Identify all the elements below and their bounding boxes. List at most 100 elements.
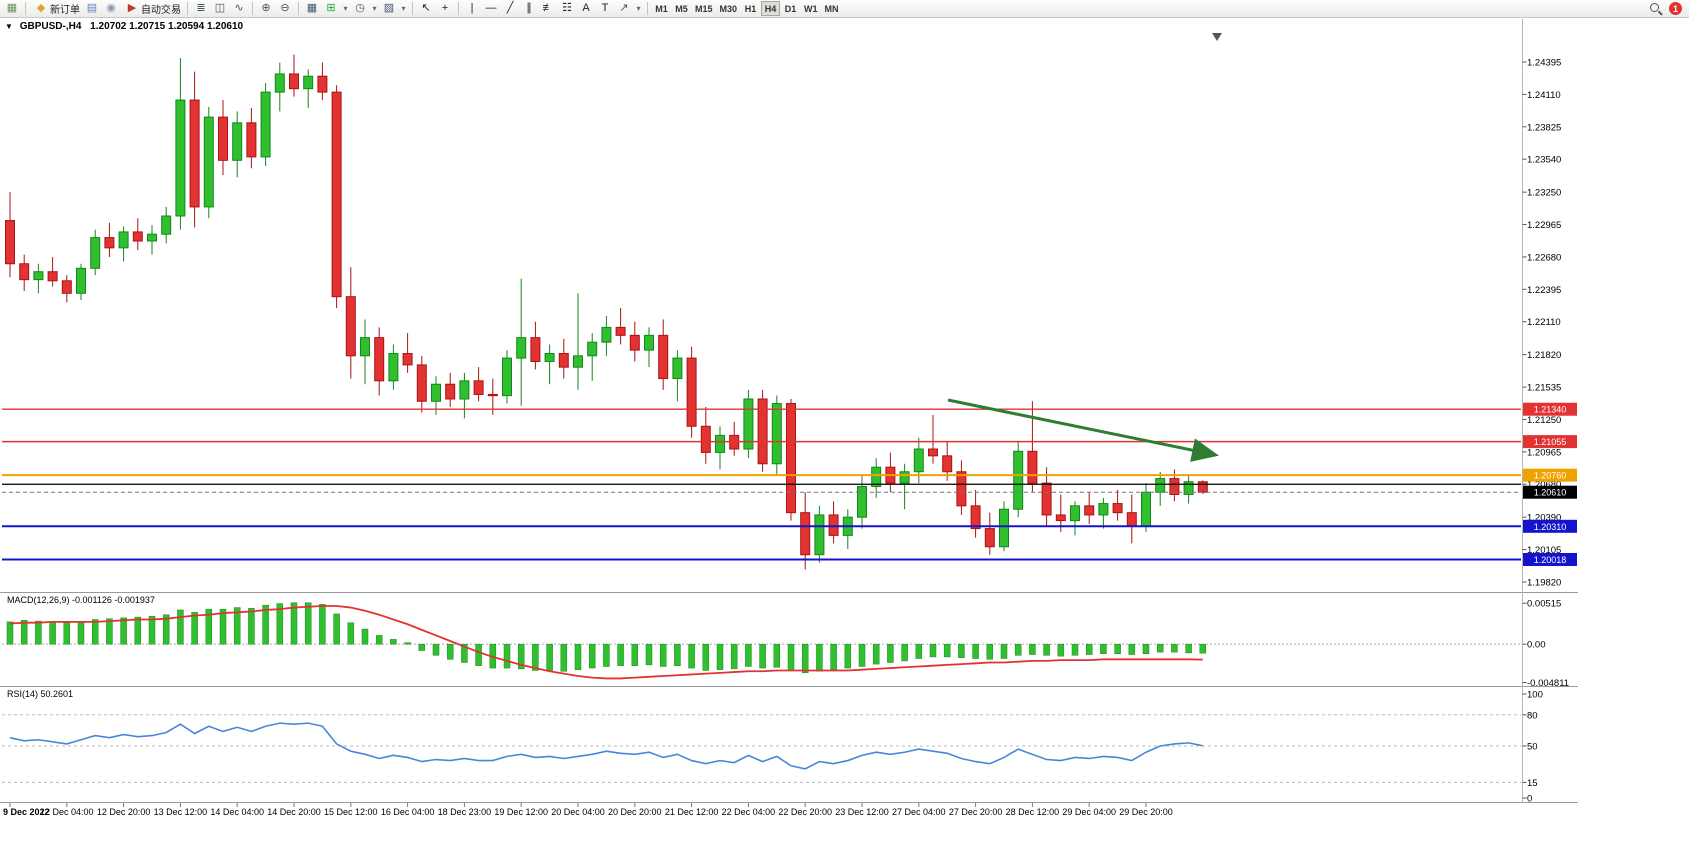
cursor-icon[interactable]: ↖ <box>421 2 431 14</box>
dropdown-caret-icon[interactable]: ▾ <box>343 4 348 13</box>
svg-text:1.21250: 1.21250 <box>1527 415 1561 426</box>
candlestick-chart-icon[interactable]: ◫ <box>214 2 226 14</box>
dropdown-caret-icon[interactable]: ▾ <box>372 4 377 13</box>
price-axis-badge <box>1523 468 1577 482</box>
arrow-tools-icon[interactable]: ↗ <box>619 2 629 14</box>
svg-text:1.21055: 1.21055 <box>1534 437 1567 447</box>
svg-text:13 Dec 12:00: 13 Dec 12:00 <box>154 807 208 817</box>
timeframe-w1-button[interactable]: W1 <box>801 1 821 16</box>
text-icon[interactable]: A <box>582 2 590 14</box>
vline-icon[interactable]: | <box>470 2 474 14</box>
zoom-out-icon[interactable]: ⊖ <box>280 2 290 14</box>
bar-chart-icon[interactable]: ≣ <box>196 2 206 14</box>
chart-symbol-period: GBPUSD-,H4 <box>19 21 82 32</box>
svg-text:0.00: 0.00 <box>1527 640 1546 651</box>
svg-text:1.24110: 1.24110 <box>1527 90 1561 101</box>
timeframe-m15-button[interactable]: M15 <box>692 1 716 16</box>
autotrading-icon: ▶ <box>127 2 137 14</box>
svg-text:14 Dec 04:00: 14 Dec 04:00 <box>210 807 264 817</box>
toolbar: ▦ ◆ 新订单 ▤ ◉ ▶ 自动交易 ≣ ◫ ∿ ⊕ ⊖ ▦ ⊞ ▾ ◷ ▾ ▨… <box>0 0 1689 18</box>
timeframe-m5-button[interactable]: M5 <box>672 1 691 16</box>
toolbar-separator <box>458 2 459 15</box>
new-order-button[interactable]: ◆ 新订单 <box>30 1 82 17</box>
svg-text:15: 15 <box>1527 778 1538 789</box>
notification-badge[interactable]: 1 <box>1669 2 1682 15</box>
macd-axis: 0.00515 0.00 -0.004811 <box>1522 599 1569 689</box>
svg-text:1.21820: 1.21820 <box>1527 350 1561 361</box>
timeframe-m1-button[interactable]: M1 <box>652 1 671 16</box>
svg-text:1.22395: 1.22395 <box>1527 285 1561 296</box>
svg-text:12 Dec 20:00: 12 Dec 20:00 <box>97 807 151 817</box>
objects-icon[interactable]: ☷ <box>562 2 572 14</box>
indicators-icon[interactable]: ⊞ <box>326 2 336 14</box>
fibonacci-icon[interactable]: ≢ <box>542 2 554 14</box>
svg-text:16 Dec 04:00: 16 Dec 04:00 <box>381 807 435 817</box>
one-click-trading-icon[interactable]: ▼ <box>5 22 13 31</box>
chart-shift-marker[interactable] <box>1212 33 1222 41</box>
autotrading-button[interactable]: ▶ 自动交易 <box>121 1 183 17</box>
svg-text:1.22110: 1.22110 <box>1527 317 1561 328</box>
svg-text:100: 100 <box>1527 690 1543 701</box>
toolbar-separator <box>187 2 188 15</box>
svg-text:1.22680: 1.22680 <box>1527 252 1561 263</box>
search-icon[interactable] <box>1648 1 1663 16</box>
svg-text:18 Dec 23:00: 18 Dec 23:00 <box>438 807 492 817</box>
svg-text:1.24395: 1.24395 <box>1527 58 1561 69</box>
svg-text:1.23540: 1.23540 <box>1527 155 1561 166</box>
price-axis-badge <box>1523 552 1577 566</box>
macd-histogram <box>6 602 1207 674</box>
toolbar-separator <box>252 2 253 15</box>
metaeditor-icon[interactable]: ▤ <box>86 2 98 14</box>
crosshair-icon[interactable]: + <box>441 2 449 14</box>
svg-text:1.22965: 1.22965 <box>1527 220 1561 231</box>
timeframe-h4-button[interactable]: H4 <box>761 1 781 16</box>
svg-text:9 Dec 2022: 9 Dec 2022 <box>3 807 50 817</box>
line-chart-icon[interactable]: ∿ <box>234 2 244 14</box>
timeframe-mn-button[interactable]: MN <box>822 1 842 16</box>
zoom-in-icon[interactable]: ⊕ <box>261 2 271 14</box>
text-label-icon[interactable]: T <box>601 2 609 14</box>
trend-arrow[interactable] <box>947 398 1219 462</box>
svg-text:1.21535: 1.21535 <box>1527 383 1561 394</box>
svg-text:1.20390: 1.20390 <box>1527 513 1561 524</box>
sounds-icon[interactable]: ◉ <box>106 2 116 14</box>
tile-windows-icon[interactable]: ▦ <box>306 2 318 14</box>
timeframe-h1-button[interactable]: H1 <box>741 1 760 16</box>
svg-text:28 Dec 12:00: 28 Dec 12:00 <box>1006 807 1060 817</box>
candlestick-series <box>5 54 1208 570</box>
svg-text:1.19820: 1.19820 <box>1527 577 1561 588</box>
hline-icon[interactable]: — <box>485 2 497 14</box>
svg-text:20 Dec 04:00: 20 Dec 04:00 <box>551 807 605 817</box>
autotrading-label: 自动交易 <box>141 5 181 16</box>
svg-text:1.20310: 1.20310 <box>1534 522 1567 532</box>
rsi-indicator-label: RSI(14) 50.2601 <box>7 689 74 699</box>
svg-text:1.20965: 1.20965 <box>1527 447 1561 458</box>
channel-icon[interactable]: ∥ <box>526 2 532 14</box>
svg-text:22 Dec 20:00: 22 Dec 20:00 <box>778 807 832 817</box>
svg-text:21 Dec 12:00: 21 Dec 12:00 <box>665 807 719 817</box>
macd-signal-line <box>9 605 1203 680</box>
svg-text:23 Dec 12:00: 23 Dec 12:00 <box>835 807 889 817</box>
periods-icon[interactable]: ◷ <box>355 2 365 14</box>
rsi-line <box>9 722 1203 770</box>
templates-icon[interactable]: ▨ <box>383 2 395 14</box>
toolbar-separator <box>298 2 299 15</box>
svg-text:1.23250: 1.23250 <box>1527 188 1561 199</box>
svg-text:1.20760: 1.20760 <box>1534 471 1567 481</box>
new-chart-icon[interactable]: ▦ <box>6 2 18 14</box>
timeframe-m30-button[interactable]: M30 <box>717 1 741 16</box>
price-axis-badge <box>1523 402 1577 416</box>
svg-text:1.20105: 1.20105 <box>1527 545 1561 556</box>
timeframe-d1-button[interactable]: D1 <box>781 1 800 16</box>
price-axis-badge <box>1523 435 1577 449</box>
svg-text:0.00515: 0.00515 <box>1527 599 1561 610</box>
svg-text:-0.004811: -0.004811 <box>1527 678 1569 689</box>
rsi-axis: 100 80 50 15 0 <box>1522 690 1543 805</box>
trendline-icon[interactable]: ╱ <box>506 2 514 14</box>
dropdown-caret-icon[interactable]: ▾ <box>401 4 406 13</box>
svg-text:1.20680: 1.20680 <box>1527 480 1561 491</box>
svg-text:1.20610: 1.20610 <box>1534 488 1567 498</box>
dropdown-caret-icon[interactable]: ▾ <box>636 4 641 13</box>
